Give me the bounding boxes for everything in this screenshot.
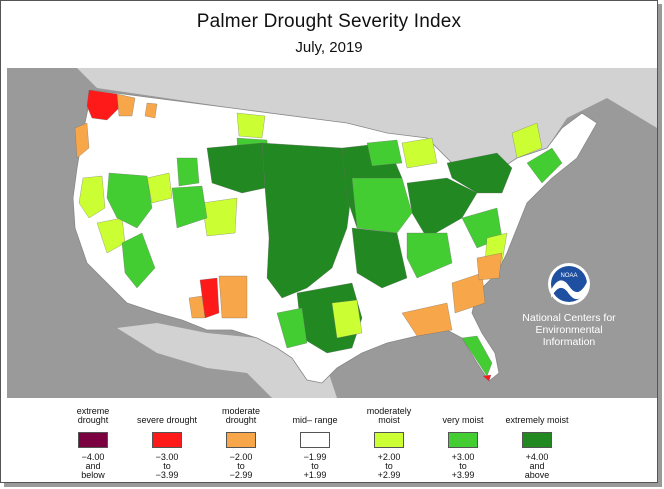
division-nv-moist — [146, 172, 173, 204]
range-line: −3.00 — [155, 452, 179, 462]
division-ca-north-moist — [78, 175, 106, 219]
range-line: to — [459, 461, 467, 471]
legend-item-extremely-moist: extremely moist +4.00 and above — [505, 405, 569, 480]
legend-swatch — [522, 432, 552, 448]
legend-item-mid-range: mid– range −1.99 to +1.99 — [283, 405, 347, 480]
range-line: −1.99 — [303, 452, 327, 462]
range-line: −2.00 — [229, 452, 253, 462]
division-fl-verymoist — [461, 335, 493, 377]
division-wa-moderate — [116, 93, 136, 117]
division-nc-moderate — [476, 252, 503, 281]
legend-label: severe drought — [136, 415, 198, 425]
division-la-moist — [331, 299, 363, 339]
climate-divisions — [74, 89, 563, 382]
division-fl-keys-severe — [482, 374, 492, 382]
legend-range: −1.99 to +1.99 — [283, 453, 347, 480]
map-area: NOAA — [7, 68, 657, 398]
division-az-moderate — [188, 295, 206, 319]
legend-label: very moist — [442, 415, 484, 425]
legend-label: moderate drought — [221, 406, 261, 425]
division-mi-moist — [401, 137, 438, 169]
legend-swatch — [78, 432, 108, 448]
legend-swatch — [226, 432, 256, 448]
mexico-landmass — [117, 323, 337, 398]
division-id-verymoist — [176, 157, 200, 187]
division-ia-il-verymoist — [351, 177, 413, 234]
agency-name-line-2: Environmental — [535, 324, 603, 336]
range-line: to — [385, 461, 393, 471]
map-title: Palmer Drought Severity Index — [196, 11, 462, 32]
range-line: −2.99 — [229, 470, 253, 480]
noaa-logo-text: NOAA — [560, 273, 577, 279]
legend-swatch — [152, 432, 182, 448]
range-line: +4.00 — [525, 452, 549, 462]
division-mt-moist — [236, 112, 266, 139]
division-or-coast-moderate — [74, 122, 90, 159]
legend-item-severe-drought: severe drought −3.00 to −3.99 — [135, 405, 199, 480]
legend-range: −3.00 to −3.99 — [135, 453, 199, 480]
range-line: +1.99 — [303, 470, 327, 480]
division-wi-verymoist — [366, 139, 403, 167]
division-ut-moist — [201, 197, 238, 237]
map-frame: Palmer Drought Severity Index July, 2019 — [0, 0, 658, 483]
agency-name-line-1: National Centers for — [522, 312, 616, 324]
legend-swatch — [448, 432, 478, 448]
division-id-moderate — [144, 102, 158, 119]
agency-name: National Centers for Environmental Infor… — [519, 312, 619, 348]
range-line: to — [311, 461, 319, 471]
division-ny-pa-extremelymoist — [446, 152, 513, 194]
legend-range: +2.00 to +2.99 — [357, 453, 421, 480]
legend-range: −2.00 to −2.99 — [209, 453, 273, 480]
noaa-logo: NOAA — [548, 263, 590, 305]
range-line: +2.00 — [377, 452, 401, 462]
legend-item-extreme-drought: extreme drought −4.00 and below — [61, 405, 125, 480]
legend-range: +4.00 and above — [505, 453, 569, 480]
legend-label: moderately moist — [366, 406, 412, 425]
legend-item-moderately-moist: moderately moist +2.00 to +2.99 — [357, 405, 421, 480]
division-ca-south-verymoist — [121, 232, 156, 289]
legend-swatch — [300, 432, 330, 448]
legend-range: −4.00 and below — [61, 453, 125, 480]
map-subtitle: July, 2019 — [295, 39, 363, 56]
division-nv-verymoist — [106, 172, 153, 229]
division-ut-verymoist — [171, 185, 208, 229]
range-line: −4.00 — [81, 452, 105, 462]
legend-range: +3.00 to +3.99 — [431, 453, 495, 480]
range-line: −3.99 — [155, 470, 179, 480]
range-line: and — [85, 461, 101, 471]
range-line: +2.99 — [377, 470, 401, 480]
legend-item-very-moist: very moist +3.00 to +3.99 — [431, 405, 495, 480]
range-line: +3.00 — [451, 452, 475, 462]
range-line: below — [81, 470, 105, 480]
agency-name-line-3: Information — [542, 336, 596, 348]
us-drought-map: NOAA — [7, 68, 657, 398]
division-ga-moderate — [401, 302, 453, 337]
division-sc-moderate — [451, 272, 486, 314]
range-line: to — [237, 461, 245, 471]
range-line: above — [524, 470, 550, 480]
legend-item-moderate-drought: moderate drought −2.00 to −2.99 — [209, 405, 273, 480]
legend-swatch — [374, 432, 404, 448]
canada-landmass — [7, 68, 657, 178]
legend: extreme drought −4.00 and below severe d… — [61, 405, 621, 481]
legend-label: extremely moist — [505, 415, 569, 425]
division-mt-extremelymoist — [206, 142, 266, 194]
legend-label: extreme drought — [76, 406, 110, 425]
division-vt-nh-moist — [511, 122, 543, 159]
range-line: +3.99 — [451, 470, 475, 480]
range-line: to — [163, 461, 171, 471]
legend-label: mid– range — [292, 415, 338, 425]
division-ky-tn-verymoist — [406, 232, 453, 279]
division-tx-west-verymoist — [276, 307, 308, 349]
division-nm-moderate — [218, 275, 248, 319]
range-line: and — [529, 461, 545, 471]
division-ne-verymoist — [526, 147, 563, 184]
